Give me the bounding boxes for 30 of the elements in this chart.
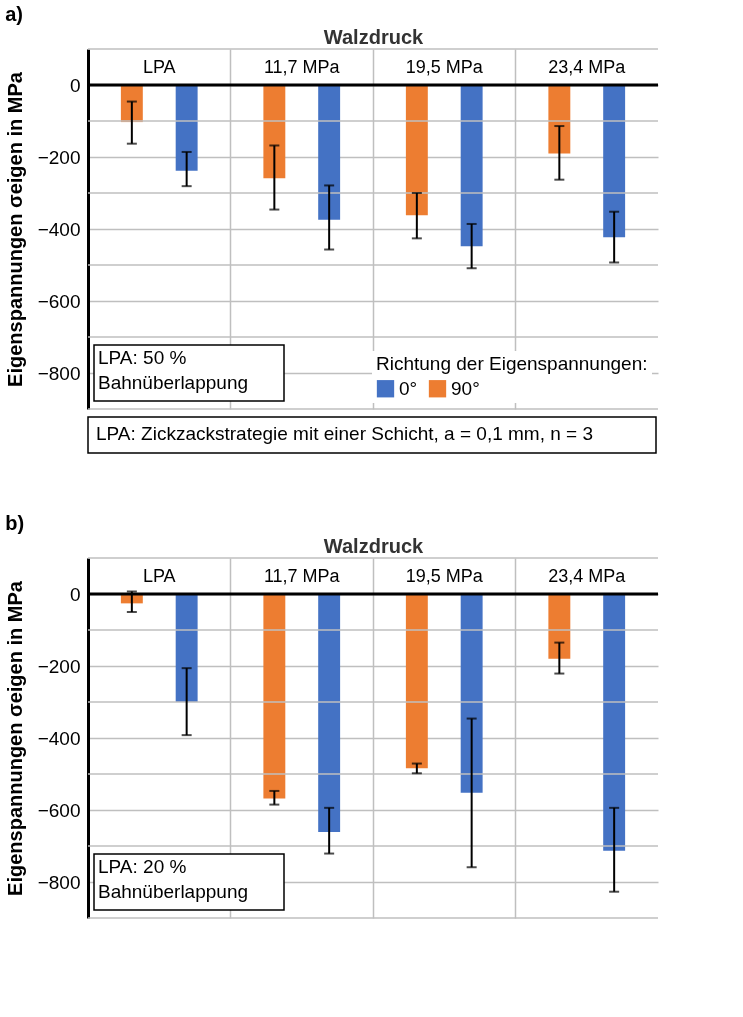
x-tick-label: 23,4 MPa — [548, 565, 627, 586]
x-axis-title: Walzdruck — [323, 534, 425, 557]
y-tick-label: −600 — [37, 799, 81, 821]
x-tick-label: 11,7 MPa — [263, 56, 341, 77]
legend-title: Richtung der Eigenspannungen: — [376, 353, 648, 374]
chart-title: b) — [5, 512, 25, 534]
x-tick-label: 19,5 MPa — [405, 565, 484, 586]
chart-title: a) — [5, 3, 23, 25]
y-tick-label: −800 — [37, 871, 81, 893]
y-tick-label: −200 — [37, 655, 81, 677]
legend-label: 90° — [451, 377, 480, 399]
y-tick-label: 0 — [69, 583, 81, 605]
text: LPA: Zickzackstrategie mit einer Schicht, a = 0,1 mm, n = 3 — [96, 423, 594, 444]
legend-label: 0° — [399, 377, 418, 399]
y-axis-title: Eigenspannungen σeigen in MPa — [3, 71, 26, 387]
x-tick-label: LPA — [142, 565, 176, 586]
x-tick-label: 19,5 MPa — [405, 56, 484, 77]
y-axis-title: Eigenspannungen σeigen in MPa — [3, 580, 26, 896]
y-tick-label: −800 — [37, 362, 81, 384]
x-tick-label: 11,7 MPa — [263, 565, 341, 586]
y-tick-label: −400 — [37, 218, 81, 240]
x-tick-label: LPA — [142, 56, 176, 77]
x-tick-label: 23,4 MPa — [548, 56, 627, 77]
y-tick-label: −600 — [37, 290, 81, 312]
annotation: LPA: 50 % Bahnüberlappung — [98, 347, 249, 393]
annotation: LPA: 20 % Bahnüberlappung — [98, 856, 249, 902]
x-axis-title: Walzdruck — [323, 25, 425, 48]
y-tick-label: 0 — [69, 74, 81, 96]
y-tick-label: −200 — [37, 146, 81, 168]
y-tick-label: −400 — [37, 727, 81, 749]
